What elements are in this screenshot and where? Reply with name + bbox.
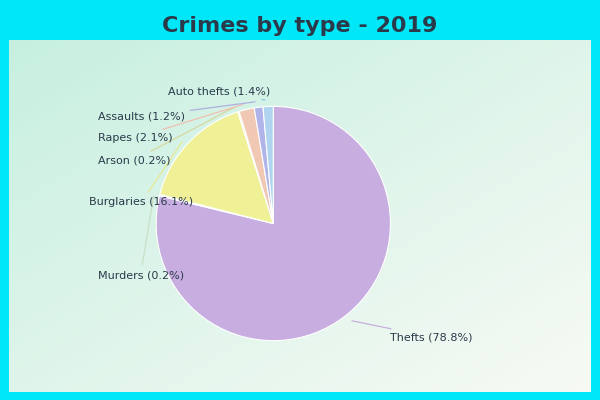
- Text: Auto thefts (1.4%): Auto thefts (1.4%): [168, 86, 270, 100]
- Text: Rapes (2.1%): Rapes (2.1%): [98, 104, 242, 143]
- Text: Murders (0.2%): Murders (0.2%): [98, 196, 184, 280]
- Wedge shape: [239, 108, 273, 224]
- Wedge shape: [254, 107, 273, 224]
- Text: Thefts (78.8%): Thefts (78.8%): [352, 321, 473, 342]
- Text: Assaults (1.2%): Assaults (1.2%): [98, 102, 255, 122]
- Wedge shape: [238, 112, 273, 224]
- Wedge shape: [263, 106, 273, 224]
- Text: Crimes by type - 2019: Crimes by type - 2019: [163, 16, 437, 36]
- Text: Burglaries (16.1%): Burglaries (16.1%): [89, 141, 193, 208]
- Text: Arson (0.2%): Arson (0.2%): [98, 107, 234, 165]
- Wedge shape: [156, 106, 391, 341]
- Wedge shape: [160, 194, 273, 224]
- Wedge shape: [160, 112, 273, 224]
